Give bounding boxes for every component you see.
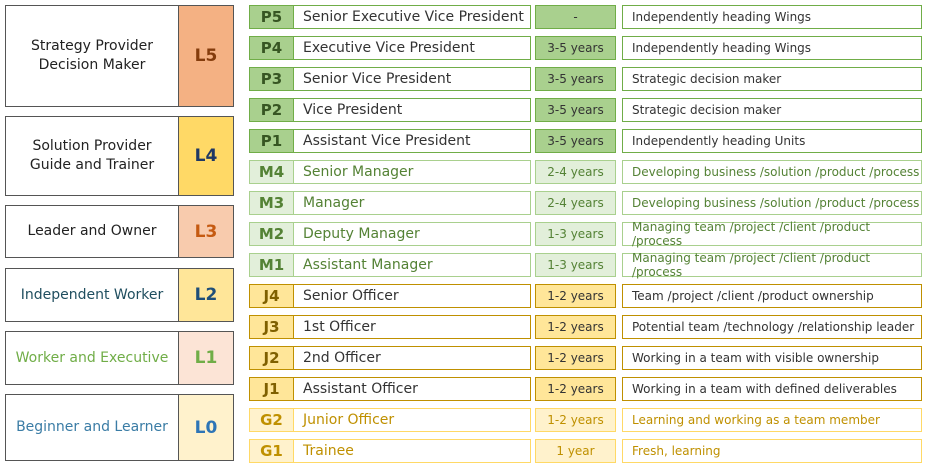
row-years: - <box>535 5 616 29</box>
level-label: Beginner and Learner <box>5 394 179 461</box>
row-years: 2-4 years <box>535 191 616 215</box>
level-label-line: Worker and Executive <box>15 349 169 366</box>
row-code: J4 <box>249 284 294 308</box>
row-title: Trainee <box>293 439 531 463</box>
row-code: J2 <box>249 346 294 370</box>
row-title: Deputy Manager <box>293 222 531 246</box>
row-code: P2 <box>249 98 294 122</box>
row-title: Junior Officer <box>293 408 531 432</box>
level-code: L3 <box>178 205 234 258</box>
level-label: Independent Worker <box>5 268 179 322</box>
row-years: 1-2 years <box>535 346 616 370</box>
row-years: 1-2 years <box>535 315 616 339</box>
row-title: Senior Officer <box>293 284 531 308</box>
row-title: Senior Manager <box>293 160 531 184</box>
row-years: 2-4 years <box>535 160 616 184</box>
row-code: J1 <box>249 377 294 401</box>
row-description: Strategic decision maker <box>622 67 922 91</box>
row-description: Independently heading Wings <box>622 5 922 29</box>
row-description: Independently heading Wings <box>622 36 922 60</box>
row-description: Learning and working as a team member <box>622 408 922 432</box>
level-code: L0 <box>178 394 234 461</box>
row-years: 3-5 years <box>535 36 616 60</box>
row-description: Managing team /project /client /product … <box>622 251 922 279</box>
row-title: 1st Officer <box>293 315 531 339</box>
row-code: J3 <box>249 315 294 339</box>
row-code: G1 <box>249 439 294 463</box>
level-label-line: Beginner and Learner <box>16 419 168 435</box>
row-description: Developing business /solution /product /… <box>622 160 922 184</box>
row-code: P1 <box>249 129 294 153</box>
level-label-line: Independent Worker <box>20 286 164 303</box>
row-code: G2 <box>249 408 294 432</box>
row-title: Senior Executive Vice President <box>293 5 531 29</box>
row-title: Executive Vice President <box>293 36 531 60</box>
row-title: Manager <box>293 191 531 215</box>
row-code: M3 <box>249 191 294 215</box>
level-code: L1 <box>178 331 234 385</box>
row-description: Potential team /technology /relationship… <box>622 315 922 339</box>
row-years: 3-5 years <box>535 129 616 153</box>
row-code: M4 <box>249 160 294 184</box>
row-code: P3 <box>249 67 294 91</box>
level-label: Strategy Provider Decision Maker <box>5 5 179 107</box>
level-label: Worker and Executive <box>5 331 179 385</box>
level-code: L4 <box>178 116 234 196</box>
row-code: M1 <box>249 253 294 277</box>
row-years: 1-2 years <box>535 284 616 308</box>
row-years: 1-3 years <box>535 253 616 277</box>
row-description: Working in a team with visible ownership <box>622 346 922 370</box>
row-years: 1 year <box>535 439 616 463</box>
level-label-line: Leader and Owner <box>27 223 157 239</box>
level-label-line: Guide and Trainer <box>29 157 155 173</box>
level-code: L5 <box>178 5 234 107</box>
row-description: Team /project /client /product ownership <box>622 284 922 308</box>
level-label-line: Solution Provider <box>32 138 152 154</box>
row-description: Independently heading Units <box>622 129 922 153</box>
row-description: Fresh, learning <box>622 439 922 463</box>
row-code: P5 <box>249 5 294 29</box>
level-label-line: Strategy Provider <box>30 38 154 54</box>
row-title: Senior Vice President <box>293 67 531 91</box>
row-code: M2 <box>249 222 294 246</box>
level-label: Leader and Owner <box>5 205 179 258</box>
row-title: Assistant Vice President <box>293 129 531 153</box>
row-years: 1-3 years <box>535 222 616 246</box>
row-code: P4 <box>249 36 294 60</box>
row-description: Managing team /project /client /product … <box>622 220 922 248</box>
row-years: 3-5 years <box>535 67 616 91</box>
row-description: Working in a team with defined deliverab… <box>622 377 922 401</box>
row-years: 3-5 years <box>535 98 616 122</box>
row-title: 2nd Officer <box>293 346 531 370</box>
row-description: Strategic decision maker <box>622 98 922 122</box>
level-label: Solution Provider Guide and Trainer <box>5 116 179 196</box>
row-title: Vice President <box>293 98 531 122</box>
row-description: Developing business /solution /product /… <box>622 191 922 215</box>
row-years: 1-2 years <box>535 408 616 432</box>
level-code: L2 <box>178 268 234 322</box>
level-label-line: Decision Maker <box>38 57 146 73</box>
row-title: Assistant Officer <box>293 377 531 401</box>
row-title: Assistant Manager <box>293 253 531 277</box>
row-years: 1-2 years <box>535 377 616 401</box>
